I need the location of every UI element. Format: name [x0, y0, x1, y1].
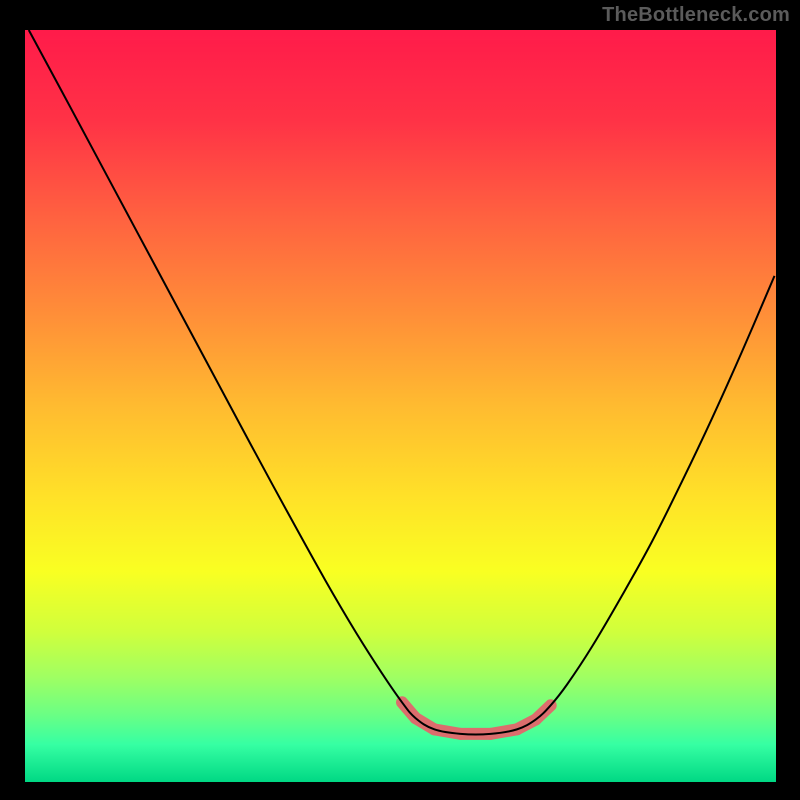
watermark-text: TheBottleneck.com	[602, 4, 790, 27]
chart-background	[25, 30, 776, 782]
chart-svg	[0, 0, 800, 800]
bottleneck-chart	[0, 0, 800, 800]
